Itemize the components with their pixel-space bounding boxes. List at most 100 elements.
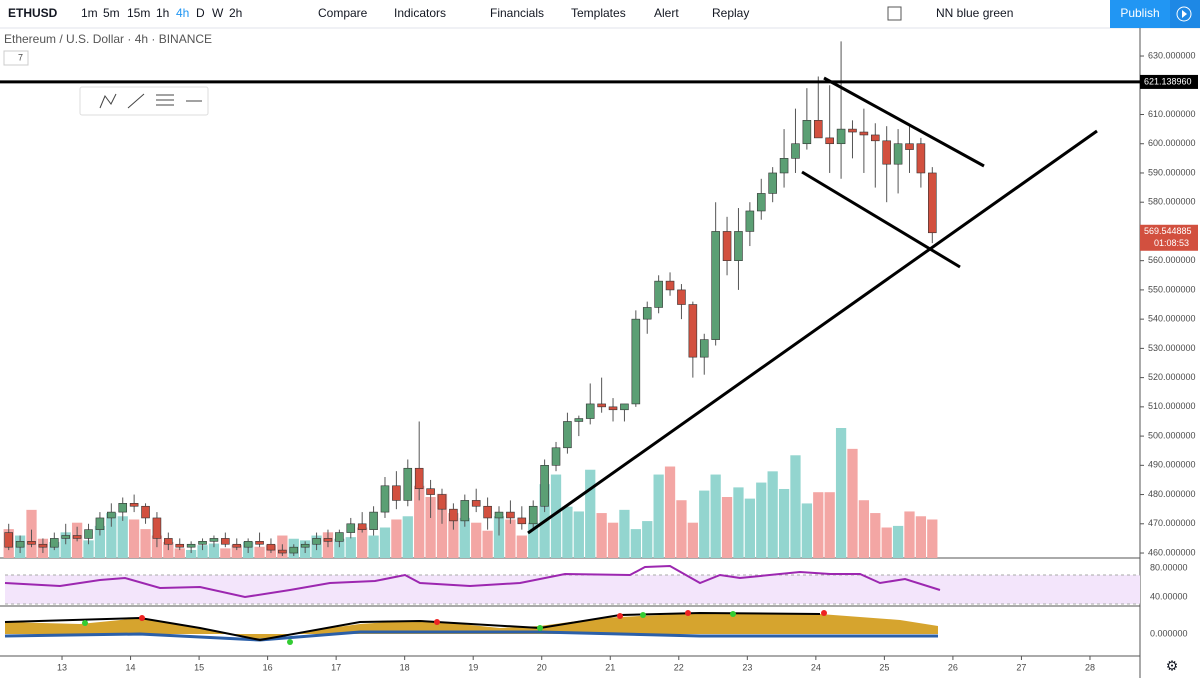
interval[interactable]: 5m: [103, 6, 120, 20]
icon[interactable]: [156, 94, 174, 106]
volume-bar: [744, 498, 755, 558]
candle-body: [745, 210, 755, 232]
volume-bar: [425, 497, 436, 558]
candle-body: [734, 231, 743, 261]
y-tick-label: 460.000000: [1148, 547, 1196, 557]
y-tick-label: 540.000000: [1148, 314, 1196, 324]
candle-body: [870, 134, 880, 142]
interval[interactable]: 4h: [176, 6, 189, 20]
interval[interactable]: D: [196, 6, 205, 20]
symbol[interactable]: ETHUSD: [8, 6, 58, 20]
candle-body: [255, 541, 264, 545]
toolbar-button[interactable]: Compare: [318, 6, 368, 20]
candle-body: [631, 318, 641, 405]
candle-body: [323, 538, 333, 542]
candle-body: [528, 505, 538, 525]
candle-body: [266, 543, 276, 551]
icon[interactable]: [99, 93, 117, 109]
y-tick-label: 590.000000: [1148, 167, 1196, 177]
interval[interactable]: W: [212, 6, 224, 20]
candle-body: [403, 467, 413, 501]
volume-bar: [254, 546, 265, 558]
publish-button[interactable]: [1110, 0, 1170, 28]
volume-bar: [790, 455, 801, 558]
candle-body: [449, 508, 458, 522]
volume-bar: [927, 519, 938, 558]
x-tick-label: 24: [811, 662, 821, 672]
toolbar-button[interactable]: Financials: [490, 6, 544, 20]
trendline: [527, 129, 1098, 535]
candle-body: [15, 541, 25, 548]
dot: [821, 610, 827, 616]
candle-body: [677, 289, 686, 305]
candle-body: [198, 541, 207, 545]
candle-body: [563, 421, 572, 449]
y-tick-label: 500.000000: [1148, 430, 1196, 440]
x-tick-label: 14: [126, 662, 136, 672]
volume-bar: [174, 548, 185, 558]
volume-bar: [128, 519, 140, 558]
candle-body: [72, 535, 82, 539]
volume-bar: [573, 511, 584, 558]
candle-body: [551, 447, 561, 466]
candle-body: [654, 280, 663, 308]
candle-body: [357, 523, 367, 530]
theme[interactable]: NN blue green: [936, 6, 1013, 20]
candle-body: [836, 128, 846, 145]
interval[interactable]: 2h: [229, 6, 242, 20]
icon[interactable]: [127, 93, 145, 109]
x-tick-label: 19: [468, 662, 478, 672]
osc-line: [4, 630, 938, 642]
volume-bar: [824, 492, 835, 558]
candle-body: [152, 517, 162, 539]
candle-body: [859, 131, 869, 136]
volume-bar: [186, 549, 197, 558]
interval[interactable]: 15m: [127, 6, 150, 20]
legend-count: 7: [18, 52, 23, 62]
volume-bar: [710, 474, 721, 558]
x-tick-label: 17: [331, 662, 341, 672]
candle-body: [95, 517, 105, 530]
candle-body: [84, 529, 93, 539]
candle-body: [232, 543, 242, 548]
x-tick-label: 22: [674, 662, 684, 672]
candle-body: [221, 538, 230, 545]
volume-bar: [687, 522, 698, 558]
volume-bar: [699, 490, 710, 558]
toolbar-button[interactable]: Alert: [654, 6, 679, 20]
volume-bar: [653, 474, 664, 558]
hline-label: 621.138960: [1144, 76, 1192, 86]
trendline: [801, 170, 961, 269]
drawing-toolbar: [79, 86, 209, 116]
x-tick-label: 23: [742, 662, 752, 672]
volume-bar: [847, 448, 858, 558]
volume-bar: [835, 428, 847, 558]
x-tick-label: 25: [879, 662, 889, 672]
candle-body: [38, 543, 48, 548]
candle-body: [517, 517, 527, 525]
y-tick-label: 530.000000: [1148, 343, 1196, 353]
interval[interactable]: 1m: [81, 6, 98, 20]
x-tick-label: 26: [948, 662, 958, 672]
settings-icon[interactable]: ⚙: [1166, 658, 1179, 674]
toolbar-button[interactable]: Replay: [712, 6, 749, 20]
x-tick-label: 20: [537, 662, 547, 672]
checkbox[interactable]: [887, 6, 902, 21]
candle-body: [118, 503, 128, 513]
toolbar-button[interactable]: Indicators: [394, 6, 446, 20]
legend-toggle[interactable]: [3, 50, 29, 66]
candle-body: [916, 143, 926, 174]
volume-bar: [448, 513, 459, 558]
toolbar-bg: [0, 0, 1200, 28]
volume-bar: [345, 537, 356, 558]
toolbar-button[interactable]: Templates: [571, 6, 626, 20]
volume-bar: [915, 516, 927, 558]
interval[interactable]: 1h: [156, 6, 169, 20]
volume-bar: [368, 535, 379, 558]
y-tick-label: 580.000000: [1148, 197, 1196, 207]
candle-body: [312, 538, 321, 545]
volume-bar: [197, 545, 208, 558]
candle-body: [186, 543, 196, 548]
candle-body: [209, 538, 219, 542]
candle-body: [471, 500, 481, 507]
